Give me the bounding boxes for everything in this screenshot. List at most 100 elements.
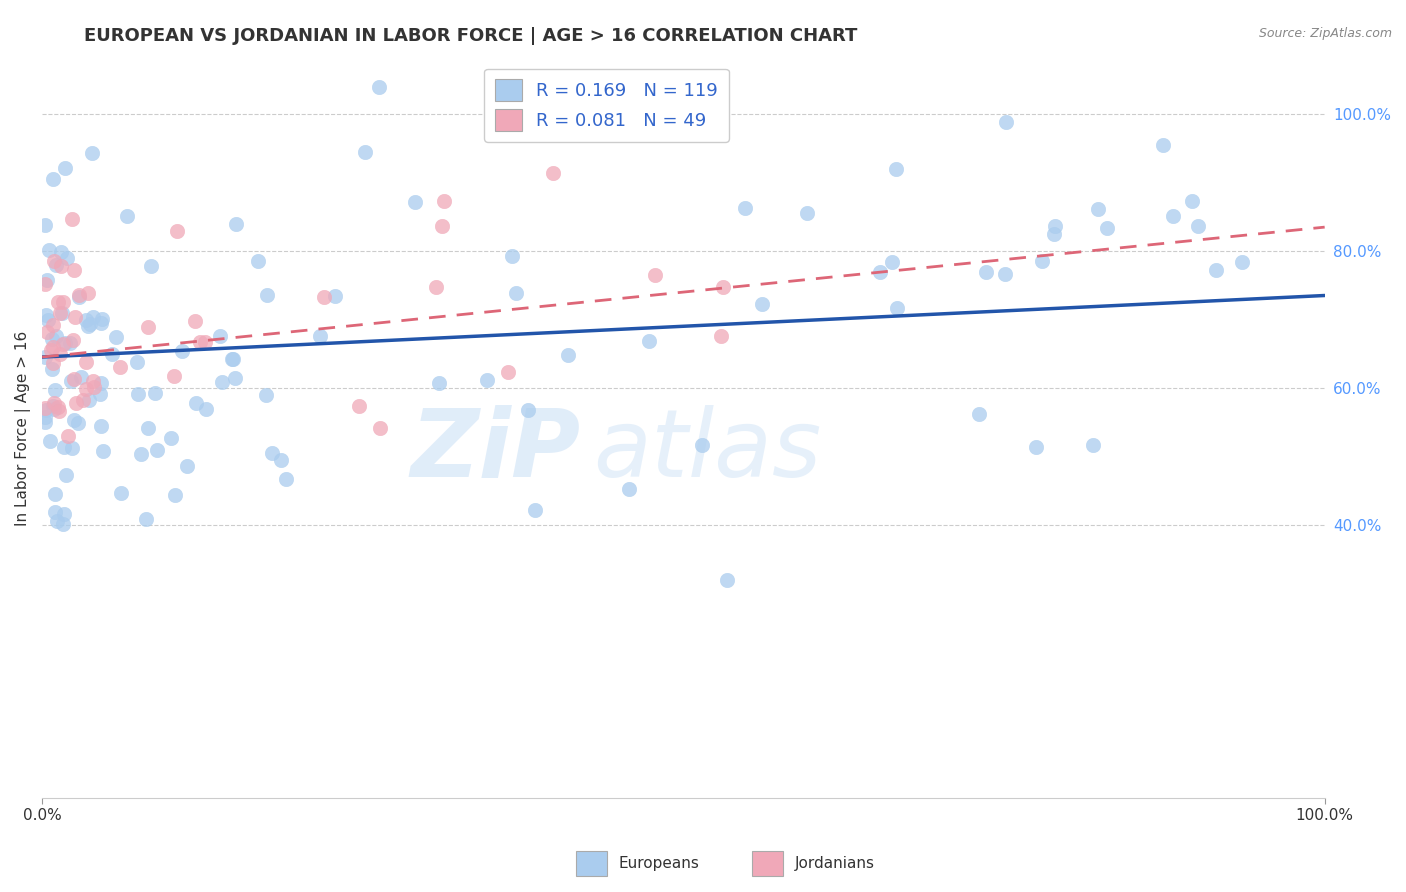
Point [617, 482, 640, 496]
Point [39, 434, 62, 448]
Point [734, 201, 756, 215]
Point [42, 395, 65, 409]
Point [884, 161, 907, 176]
Point [127, 386, 149, 401]
Text: atlas: atlas [593, 406, 823, 497]
Point [44, 384, 66, 398]
Point [65, 396, 87, 410]
Point [129, 447, 152, 461]
Point [82, 310, 104, 325]
Point [1095, 221, 1118, 235]
Point [41, 318, 63, 333]
Point [49, 306, 72, 320]
Point [34, 351, 56, 365]
Point [176, 459, 198, 474]
Point [42, 402, 65, 417]
Point [44, 487, 66, 501]
Point [427, 376, 450, 391]
Point [184, 396, 207, 410]
Point [425, 280, 447, 294]
Point [1180, 194, 1202, 208]
Point [76, 286, 98, 301]
Point [222, 352, 245, 367]
Point [51, 306, 73, 320]
Y-axis label: In Labor Force | Age > 16: In Labor Force | Age > 16 [15, 331, 31, 526]
Point [505, 285, 527, 300]
Point [72, 393, 94, 408]
Point [34, 219, 56, 233]
Point [34, 401, 56, 415]
Point [45, 329, 67, 343]
Point [880, 255, 903, 269]
Point [967, 407, 990, 421]
Point [208, 329, 231, 343]
Legend: R = 0.169   N = 119, R = 0.081   N = 49: R = 0.169 N = 119, R = 0.081 N = 49 [484, 69, 728, 142]
Point [35, 403, 58, 417]
Point [37, 312, 59, 326]
Point [194, 334, 217, 349]
Point [62, 333, 84, 347]
Point [690, 437, 713, 451]
Point [541, 166, 564, 180]
Point [166, 224, 188, 238]
Point [46, 294, 69, 309]
Point [75, 355, 97, 369]
Point [1087, 202, 1109, 216]
Point [34, 277, 56, 292]
Point [711, 280, 734, 294]
Point [63, 310, 86, 325]
Text: Source: ZipAtlas.com: Source: ZipAtlas.com [1258, 27, 1392, 40]
Point [70, 369, 93, 384]
Point [100, 347, 122, 361]
Point [136, 421, 159, 435]
Point [194, 402, 217, 417]
Point [52, 295, 75, 310]
Point [1187, 219, 1209, 233]
Point [48, 403, 70, 417]
Point [225, 217, 247, 231]
Point [110, 486, 132, 500]
Point [35, 308, 58, 322]
Point [184, 313, 207, 327]
Point [869, 265, 891, 279]
Point [90, 376, 112, 390]
Point [323, 289, 346, 303]
Point [44, 254, 66, 268]
Point [368, 79, 391, 94]
Point [125, 355, 148, 369]
Point [53, 335, 76, 350]
Point [710, 328, 733, 343]
Point [35, 273, 58, 287]
Point [82, 374, 104, 388]
Point [163, 369, 186, 384]
Point [224, 371, 246, 385]
Point [994, 267, 1017, 281]
Point [170, 344, 193, 359]
Point [1043, 227, 1066, 241]
Point [46, 400, 69, 414]
Point [1152, 137, 1174, 152]
Point [136, 320, 159, 334]
Point [247, 254, 270, 268]
Point [60, 441, 83, 455]
Point [62, 413, 84, 427]
Point [1031, 254, 1053, 268]
Point [160, 432, 183, 446]
Point [91, 311, 114, 326]
Point [75, 383, 97, 397]
Point [49, 347, 72, 361]
Point [557, 348, 579, 362]
Point [90, 316, 112, 330]
Point [53, 440, 76, 454]
Point [77, 393, 100, 408]
Point [1161, 210, 1184, 224]
Point [433, 194, 456, 208]
Point [976, 265, 998, 279]
Point [751, 297, 773, 311]
Point [115, 209, 138, 223]
Point [82, 145, 104, 160]
Point [354, 145, 377, 159]
Point [1205, 263, 1227, 277]
Point [496, 365, 519, 379]
Point [41, 362, 63, 376]
